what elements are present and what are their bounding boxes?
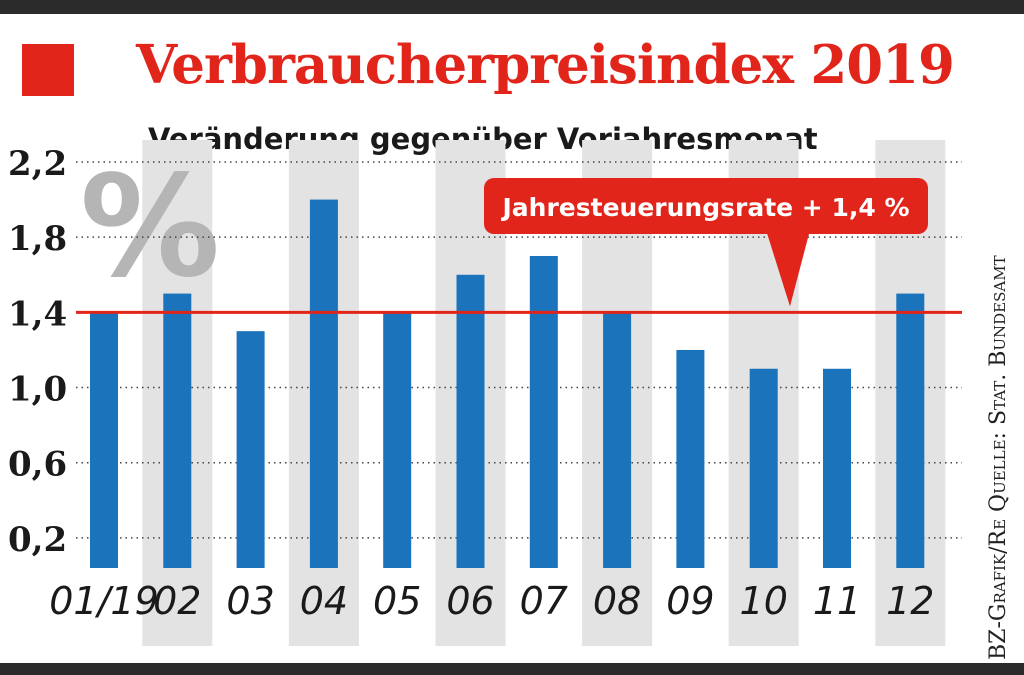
callout-box bbox=[484, 178, 928, 234]
bar bbox=[529, 255, 558, 568]
bar bbox=[676, 349, 705, 568]
x-tick-label: 04 bbox=[300, 579, 348, 623]
x-tick-label: 02 bbox=[153, 579, 201, 623]
callout-pointer bbox=[766, 230, 810, 307]
bars bbox=[90, 199, 925, 568]
bar bbox=[163, 293, 192, 568]
bar bbox=[896, 293, 925, 568]
top-border bbox=[0, 0, 1024, 14]
x-tick-label: 01/19 bbox=[49, 579, 159, 623]
bar bbox=[456, 274, 485, 568]
x-tick-label: 11 bbox=[813, 579, 861, 623]
bar bbox=[383, 312, 412, 568]
y-tick-label: 1,0 bbox=[8, 370, 67, 410]
bottom-border bbox=[0, 663, 1024, 675]
bar bbox=[823, 368, 851, 568]
x-tick-label: 08 bbox=[593, 579, 641, 623]
bar bbox=[309, 199, 338, 568]
y-tick-label: 0,6 bbox=[8, 445, 67, 485]
chart-title: Verbraucherpreisindex 2019 bbox=[136, 34, 955, 96]
callout-label: Jahresteuerungsrate + 1,4 % bbox=[501, 193, 910, 222]
x-tick-label: 03 bbox=[226, 579, 274, 623]
y-tick-label: 1,8 bbox=[8, 219, 67, 259]
bar bbox=[236, 331, 265, 568]
x-tick-label: 07 bbox=[520, 579, 568, 623]
bar bbox=[749, 368, 778, 568]
y-tick-label: 1,4 bbox=[8, 294, 67, 334]
x-tick-label: 09 bbox=[666, 579, 714, 623]
bar bbox=[90, 312, 118, 568]
x-tick-label: 06 bbox=[446, 579, 494, 623]
percent-watermark-icon: % bbox=[80, 146, 220, 309]
y-tick-label: 2,2 bbox=[8, 144, 67, 184]
x-tick-label: 05 bbox=[373, 579, 421, 623]
x-tick-label: 10 bbox=[740, 579, 788, 623]
bar bbox=[603, 312, 632, 568]
x-tick-label: 12 bbox=[886, 579, 934, 623]
y-axis-labels: 2,2 1,8 1,4 1,0 0,6 0,2 bbox=[8, 144, 67, 560]
red-square-marker bbox=[22, 44, 74, 96]
y-tick-label: 0,2 bbox=[8, 520, 67, 560]
